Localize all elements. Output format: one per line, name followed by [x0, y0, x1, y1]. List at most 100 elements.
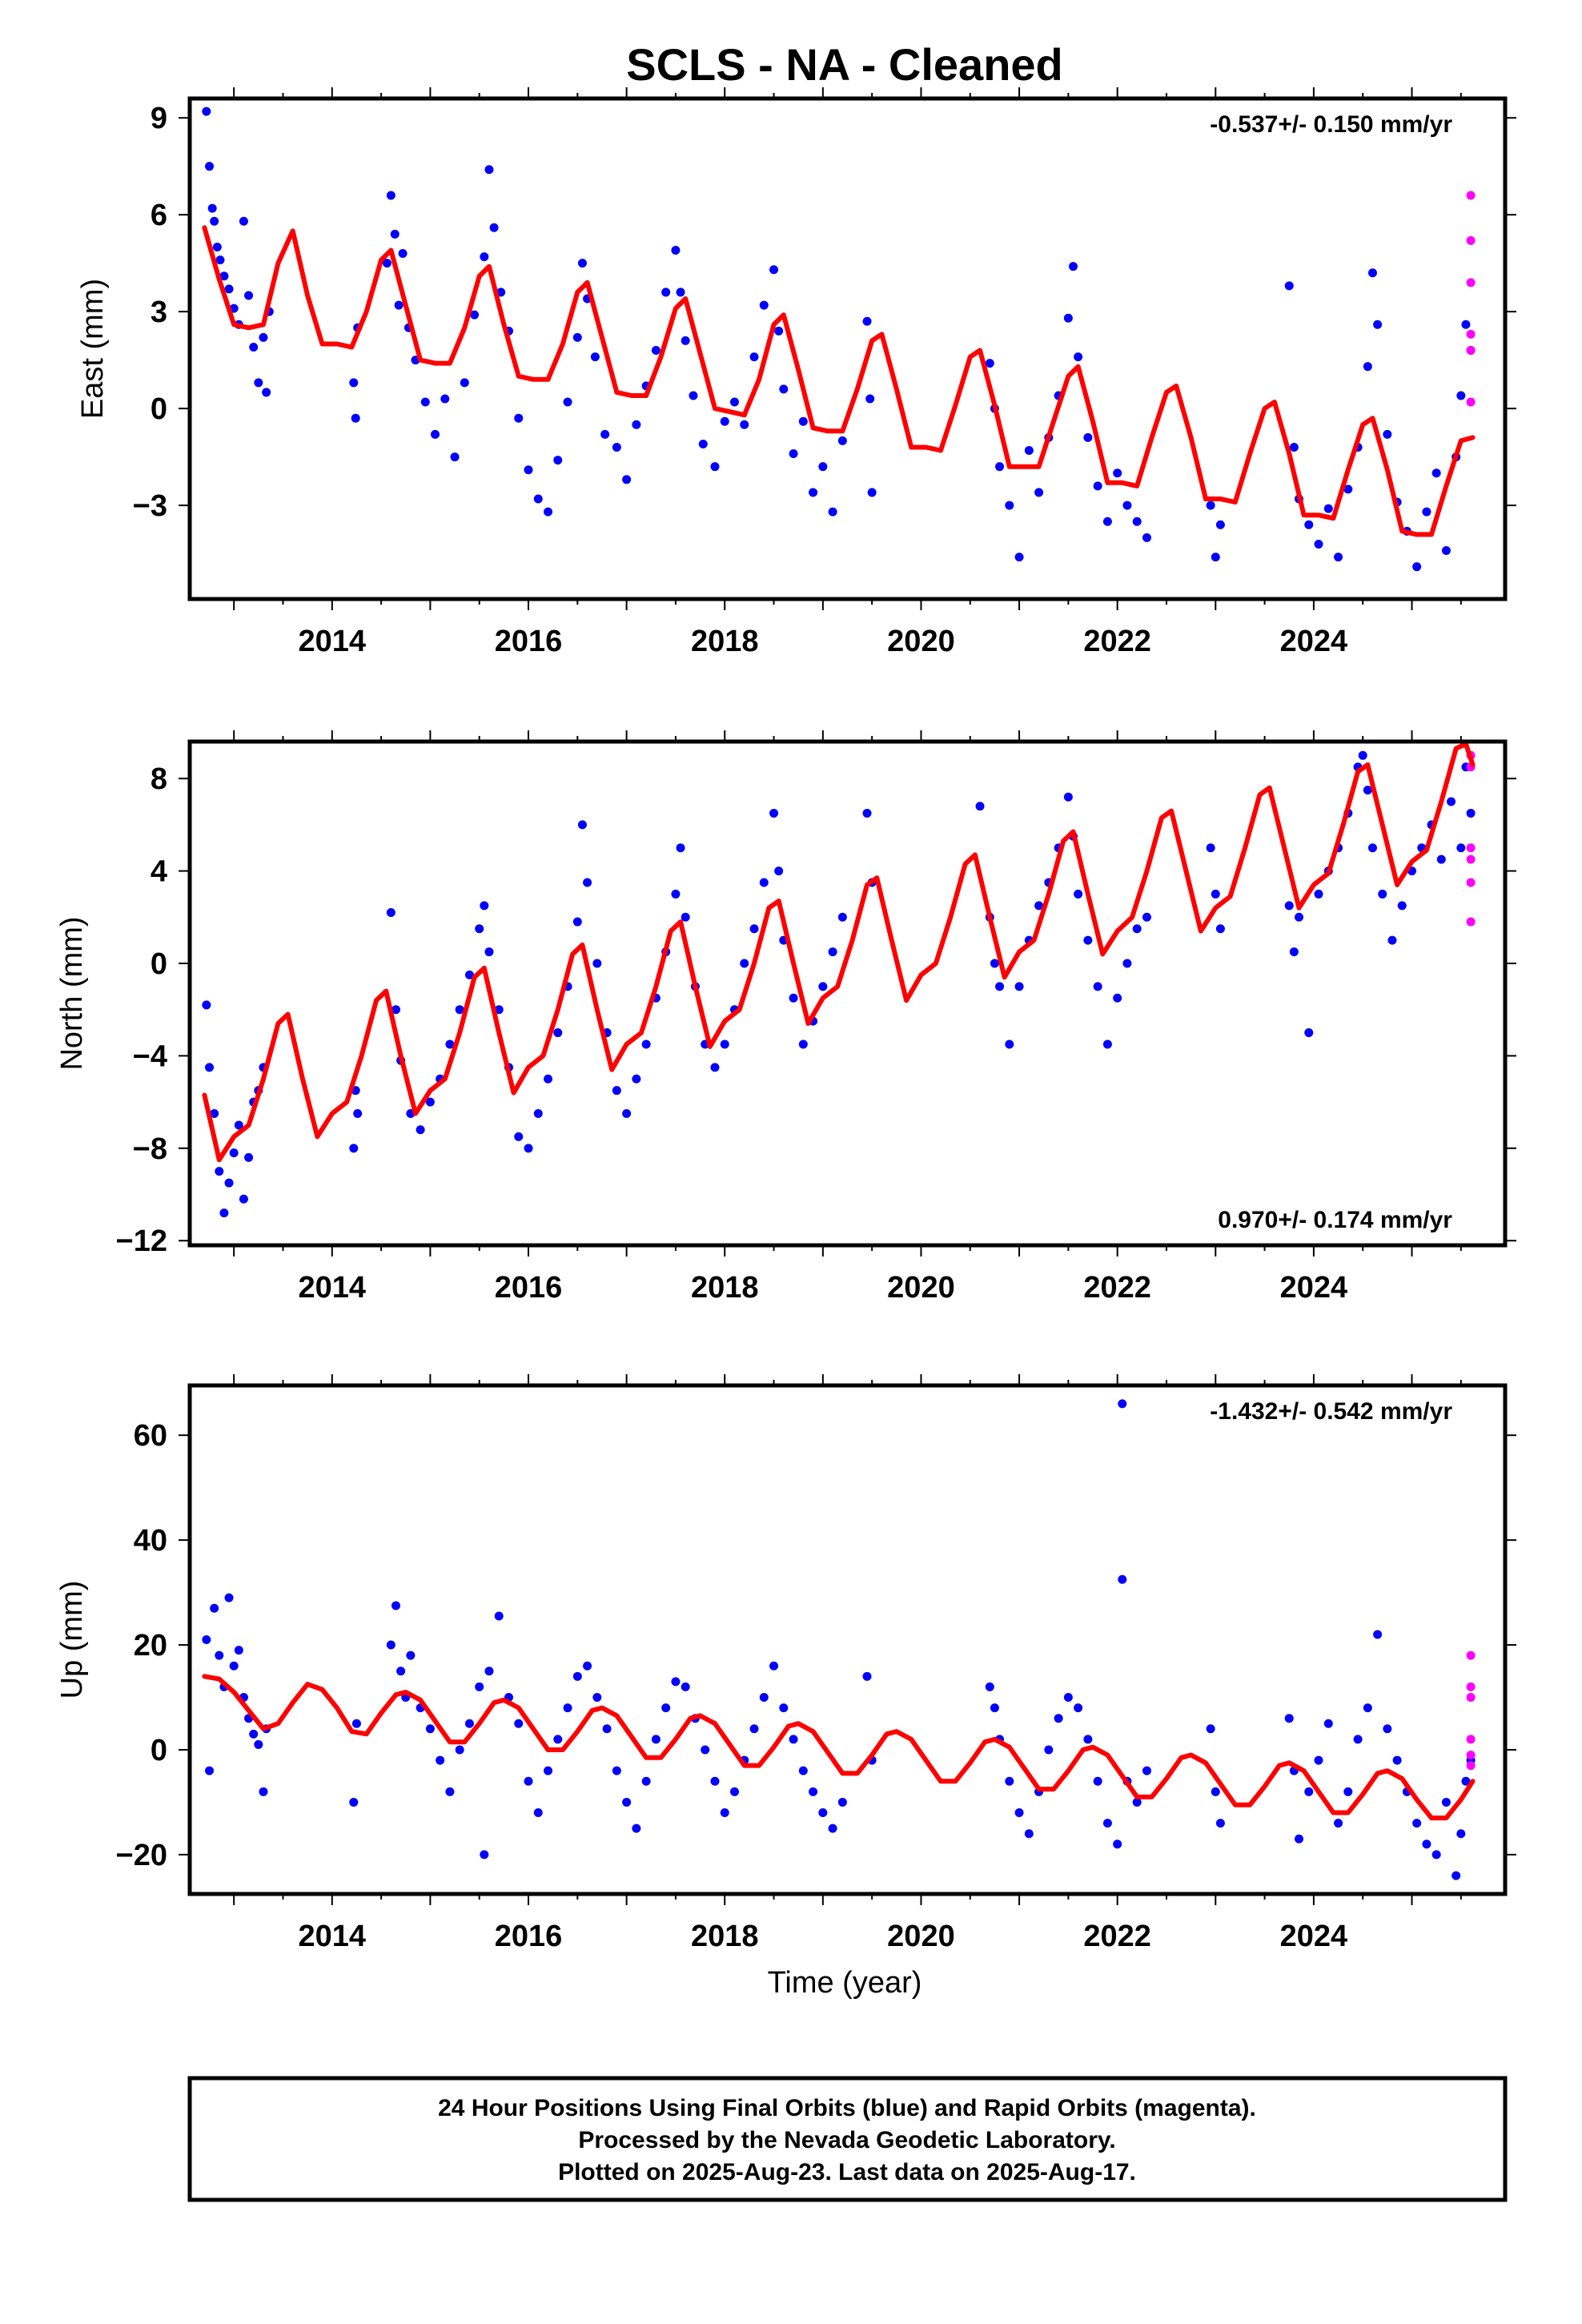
east-final-point — [544, 507, 553, 517]
up-x-tick-label: 2016 — [495, 1920, 563, 1953]
north-y-tick-label: 4 — [151, 855, 167, 889]
east-final-point — [572, 332, 582, 342]
up-final-point — [249, 1729, 259, 1739]
north-final-point — [425, 1097, 435, 1107]
east-final-point — [1074, 352, 1083, 362]
north-final-point — [455, 1005, 464, 1015]
north-x-tick-label: 2018 — [691, 1271, 759, 1305]
up-rapid-point — [1466, 1735, 1476, 1744]
up-final-point — [720, 1808, 729, 1818]
north-final-point — [1387, 935, 1397, 945]
up-final-point — [475, 1682, 484, 1691]
up-final-point — [632, 1823, 641, 1833]
east-final-point — [867, 488, 877, 497]
up-x-tick-label: 2014 — [299, 1920, 367, 1953]
up-x-tick-label: 2020 — [887, 1920, 955, 1953]
east-final-point — [394, 300, 404, 310]
up-final-point — [1441, 1797, 1451, 1807]
up-final-point — [1063, 1693, 1073, 1703]
east-final-point — [205, 162, 215, 171]
east-final-point — [349, 378, 359, 388]
north-final-point — [484, 947, 494, 957]
east-final-point — [262, 388, 271, 397]
east-final-point — [600, 429, 610, 439]
north-final-point — [577, 820, 587, 830]
north-model-line — [202, 742, 1476, 1163]
north-final-point — [224, 1178, 234, 1188]
east-final-point — [450, 452, 460, 462]
east-final-point — [351, 413, 360, 423]
up-final-point — [1304, 1787, 1314, 1796]
up-final-point — [1215, 1819, 1225, 1828]
east-final-point — [1014, 553, 1024, 562]
up-final-point — [1383, 1724, 1392, 1734]
east-final-point — [818, 462, 828, 472]
east-final-point — [431, 429, 440, 439]
east-final-point — [254, 378, 263, 388]
east-y-tick-label: 6 — [151, 199, 167, 232]
figure-title: SCLS - NA - Cleaned — [626, 39, 1063, 90]
up-final-point — [1412, 1819, 1422, 1828]
up-final-point — [210, 1603, 219, 1613]
east-final-point — [249, 342, 259, 352]
east-final-point — [1363, 362, 1372, 372]
north-final-point — [818, 982, 828, 991]
up-final-point — [215, 1651, 224, 1660]
east-final-point — [632, 420, 641, 429]
north-panel: 2014 2016 2018 2020 2022 2024 −12 −8 −4 0 4 8 North … — [55, 730, 1516, 1305]
up-final-point — [1314, 1755, 1323, 1765]
north-final-point — [533, 1109, 543, 1119]
east-x-tick-label: 2024 — [1280, 625, 1348, 658]
east-final-point — [398, 249, 408, 259]
north-final-point — [612, 1086, 621, 1096]
north-final-point — [710, 1063, 720, 1072]
east-final-point — [995, 462, 1005, 472]
up-final-point — [1461, 1776, 1471, 1786]
north-final-point — [1211, 889, 1220, 899]
east-final-point — [390, 229, 400, 239]
east-final-point — [828, 507, 837, 517]
east-rapid-point — [1466, 235, 1476, 245]
east-final-point — [420, 397, 430, 407]
up-rapid-point — [1466, 1651, 1476, 1660]
east-final-point — [1422, 507, 1431, 517]
east-final-point — [1323, 504, 1333, 513]
up-final-point — [651, 1735, 661, 1744]
up-final-point — [1132, 1797, 1142, 1807]
up-final-point — [1211, 1787, 1220, 1796]
north-final-point — [391, 1005, 400, 1015]
up-y-tick-label: 20 — [134, 1629, 167, 1663]
north-x-tick-label: 2014 — [299, 1271, 367, 1305]
north-final-point — [1215, 924, 1225, 934]
east-final-point — [749, 352, 759, 362]
up-rapid-point — [1466, 1693, 1476, 1703]
north-final-point — [514, 1132, 524, 1141]
north-final-point — [1447, 797, 1456, 806]
north-final-point — [622, 1109, 632, 1119]
east-x-tick-label: 2018 — [691, 625, 759, 658]
north-final-point — [632, 1074, 641, 1084]
up-final-point — [544, 1766, 553, 1775]
north-final-point — [1304, 1028, 1314, 1038]
east-final-point — [1343, 485, 1353, 494]
east-final-point — [1069, 262, 1078, 271]
up-final-point — [1118, 1399, 1127, 1409]
east-rapid-point — [1466, 278, 1476, 287]
up-final-point — [1431, 1850, 1441, 1860]
up-final-point — [837, 1797, 847, 1807]
north-y-tick-label: 0 — [151, 947, 167, 981]
east-final-point — [1206, 501, 1215, 510]
north-final-point — [1063, 792, 1073, 802]
north-final-point — [1005, 1039, 1014, 1049]
east-final-point — [1142, 533, 1151, 542]
north-rapid-point — [1466, 843, 1476, 853]
up-final-point — [1284, 1714, 1294, 1723]
east-final-point — [207, 203, 217, 213]
up-final-point — [436, 1755, 445, 1765]
east-final-point — [470, 310, 480, 320]
east-final-point — [1461, 320, 1471, 329]
up-rapid-point — [1466, 1682, 1476, 1691]
up-final-point — [1363, 1703, 1372, 1713]
north-final-point — [1142, 912, 1151, 922]
north-final-point — [464, 970, 474, 979]
